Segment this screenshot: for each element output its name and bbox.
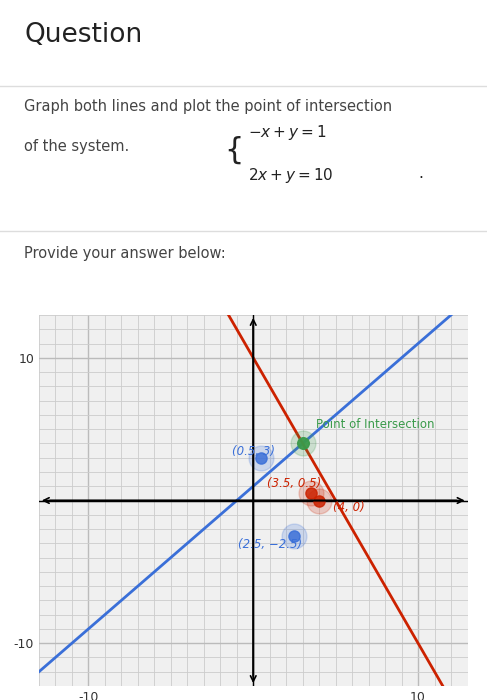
- Text: (4, 0): (4, 0): [333, 501, 365, 514]
- Text: of the system.: of the system.: [24, 139, 130, 153]
- Text: Point of Intersection: Point of Intersection: [316, 418, 434, 430]
- Point: [299, 438, 307, 449]
- Point: [291, 531, 299, 542]
- Text: Provide your answer below:: Provide your answer below:: [24, 246, 226, 261]
- Text: Graph both lines and plot the point of intersection: Graph both lines and plot the point of i…: [24, 99, 393, 113]
- Text: (3.5, 0.5): (3.5, 0.5): [267, 477, 321, 490]
- Text: Question: Question: [24, 22, 143, 48]
- Point: [299, 438, 307, 449]
- Text: .: .: [419, 167, 424, 181]
- Point: [307, 488, 315, 499]
- Point: [258, 452, 265, 463]
- Text: (0.5, 3): (0.5, 3): [232, 445, 275, 458]
- Point: [307, 488, 315, 499]
- Text: $-x + y = 1$: $-x + y = 1$: [248, 123, 327, 142]
- Point: [291, 531, 299, 542]
- Point: [315, 495, 323, 506]
- Point: [258, 452, 265, 463]
- Text: $\{$: $\{$: [224, 134, 242, 166]
- Point: [315, 495, 323, 506]
- Text: $2x + y = 10$: $2x + y = 10$: [248, 167, 334, 186]
- Text: (2.5, −2.5): (2.5, −2.5): [238, 538, 302, 551]
